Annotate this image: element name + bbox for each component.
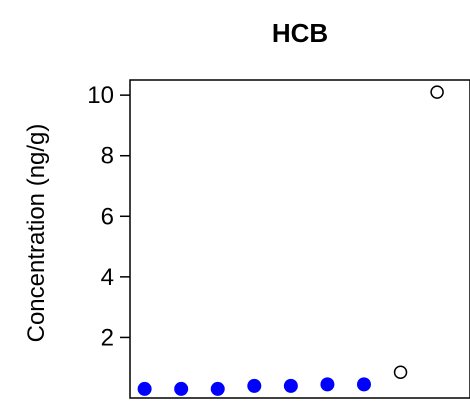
data-point-filled [356, 377, 371, 392]
data-point-filled [174, 381, 189, 396]
y-tick-label: 4 [101, 264, 114, 291]
data-point-filled [320, 377, 335, 392]
y-axis-ticks: 2 4 6 8 10 [87, 82, 130, 351]
y-axis-label: Concentration (ng/g) [23, 124, 50, 343]
chart-title: HCB [272, 18, 328, 48]
y-tick-label: 2 [101, 324, 114, 351]
data-point-filled [210, 381, 225, 396]
data-point-filled [247, 378, 262, 393]
data-point-filled [137, 381, 152, 396]
data-points [137, 85, 444, 396]
data-point-filled [283, 378, 298, 393]
y-tick-label: 8 [101, 143, 114, 170]
y-tick-label: 10 [87, 82, 114, 109]
plot-frame [129, 79, 470, 399]
data-point-open [430, 85, 444, 99]
data-point-open [393, 365, 408, 380]
y-tick-label: 6 [101, 203, 114, 230]
